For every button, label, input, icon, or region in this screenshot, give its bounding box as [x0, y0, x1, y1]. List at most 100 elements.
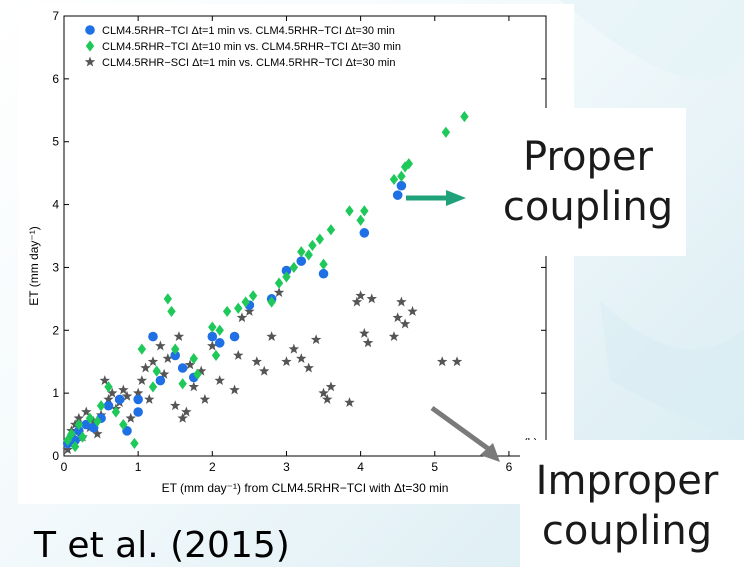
data-point-diamond — [211, 349, 221, 362]
y-tick-label: 6 — [52, 72, 59, 86]
legend-marker-star — [84, 56, 96, 67]
data-point-diamond — [308, 239, 317, 252]
data-point-star — [281, 356, 292, 367]
data-point-diamond — [67, 428, 76, 440]
data-point-star — [195, 365, 207, 376]
data-point-diamond — [74, 418, 84, 431]
data-point-diamond — [208, 321, 217, 333]
data-point-star — [355, 290, 366, 301]
data-point-diamond — [189, 352, 198, 365]
data-point-diamond — [167, 305, 176, 318]
data-point-diamond — [93, 415, 102, 428]
data-point-diamond — [389, 173, 399, 186]
proper-callout-box — [472, 108, 686, 256]
data-point-diamond — [304, 249, 313, 261]
data-point-circle — [318, 268, 329, 279]
data-point-diamond — [104, 381, 113, 393]
data-point-star — [236, 312, 248, 323]
data-point-star — [244, 305, 255, 316]
y-tick-label: 5 — [52, 135, 59, 149]
proper-coupling-label: Proper coupling — [488, 132, 688, 232]
data-point-diamond — [356, 214, 365, 226]
data-point-diamond — [130, 437, 139, 450]
data-point-circle — [281, 265, 292, 276]
x-tick-label: 1 — [135, 460, 142, 474]
x-tick-label: 5 — [431, 460, 438, 474]
data-point-diamond — [85, 412, 95, 424]
data-point-diamond — [215, 324, 224, 336]
data-point-star — [322, 393, 333, 404]
data-point-star — [407, 305, 418, 316]
legend-marker-diamond — [85, 40, 95, 52]
data-point-diamond — [241, 296, 250, 308]
data-point-star — [288, 343, 300, 354]
citation-fragment: T et al. (2015) — [34, 525, 290, 566]
data-point-star — [158, 368, 170, 379]
data-point-circle — [359, 228, 370, 238]
data-point-star — [229, 384, 240, 395]
data-point-diamond — [178, 378, 187, 390]
data-point-diamond — [248, 290, 258, 302]
data-point-diamond — [289, 261, 299, 274]
data-point-diamond — [397, 170, 406, 182]
y-tick-label: 0 — [52, 449, 59, 463]
proper-line-1: Proper — [523, 134, 653, 180]
x-tick-label: 6 — [506, 460, 513, 474]
data-point-star — [214, 375, 225, 386]
data-point-star — [155, 340, 166, 351]
data-point-circle — [207, 331, 218, 342]
data-point-diamond — [222, 305, 232, 318]
y-axis-label: ET (mm day⁻¹) — [27, 226, 41, 305]
data-point-star — [173, 331, 185, 342]
data-point-star — [140, 362, 151, 373]
data-point-diamond — [78, 431, 87, 443]
data-point-star — [351, 296, 363, 307]
data-point-star — [188, 381, 199, 392]
y-tick-label: 2 — [52, 323, 59, 337]
data-point-star — [81, 406, 92, 417]
legend-entry: CLM4.5RHR−SCI Δt=1 min vs. CLM4.5RHR−TCI… — [102, 57, 395, 69]
data-point-star — [359, 327, 370, 338]
data-point-circle — [88, 422, 99, 433]
data-point-circle — [133, 394, 143, 405]
legend-entry: CLM4.5RHR−TCI Δt=1 min vs. CLM4.5RHR−TCI… — [102, 25, 395, 37]
data-point-star — [388, 331, 400, 342]
data-point-circle — [133, 407, 143, 417]
data-point-diamond — [460, 110, 469, 123]
data-point-star — [451, 356, 463, 367]
data-point-star — [73, 412, 85, 423]
data-point-diamond — [152, 365, 161, 377]
data-point-star — [436, 356, 448, 367]
y-tick-label: 4 — [52, 198, 59, 212]
data-point-circle — [214, 338, 225, 348]
data-point-star — [132, 387, 144, 398]
scatter-plot: 0 1 2 3 4 5 6 0 1 2 3 4 5 6 7 ET (mm day⁻¹) from CLM4.5… — [27, 9, 547, 495]
data-point-star — [303, 362, 314, 373]
data-point-star — [177, 412, 188, 423]
data-point-diamond — [234, 302, 243, 314]
data-point-star — [207, 340, 218, 351]
data-point-star — [273, 287, 285, 298]
improper-coupling-label: Improper coupling — [514, 456, 740, 556]
data-point-star — [162, 353, 174, 364]
data-point-circle — [114, 394, 125, 405]
data-point-star — [392, 312, 403, 323]
proper-line-2: coupling — [502, 184, 674, 230]
data-point-diamond — [326, 224, 336, 236]
data-point-diamond — [63, 434, 72, 446]
data-point-diamond — [315, 233, 325, 245]
data-point-star — [106, 387, 118, 398]
data-point-diamond — [111, 406, 121, 418]
data-point-circle — [70, 435, 80, 446]
data-point-star — [251, 356, 263, 367]
data-point-circle — [392, 190, 403, 200]
data-point-star — [103, 393, 114, 404]
data-point-star — [296, 353, 307, 364]
improper-callout-box — [520, 440, 744, 567]
data-point-star — [121, 390, 133, 401]
data-point-diamond — [441, 126, 451, 138]
legend-marker-circle — [85, 25, 95, 35]
data-point-star — [199, 393, 211, 404]
x-tick-label: 4 — [357, 460, 364, 474]
x-tick-label: 3 — [283, 460, 290, 474]
